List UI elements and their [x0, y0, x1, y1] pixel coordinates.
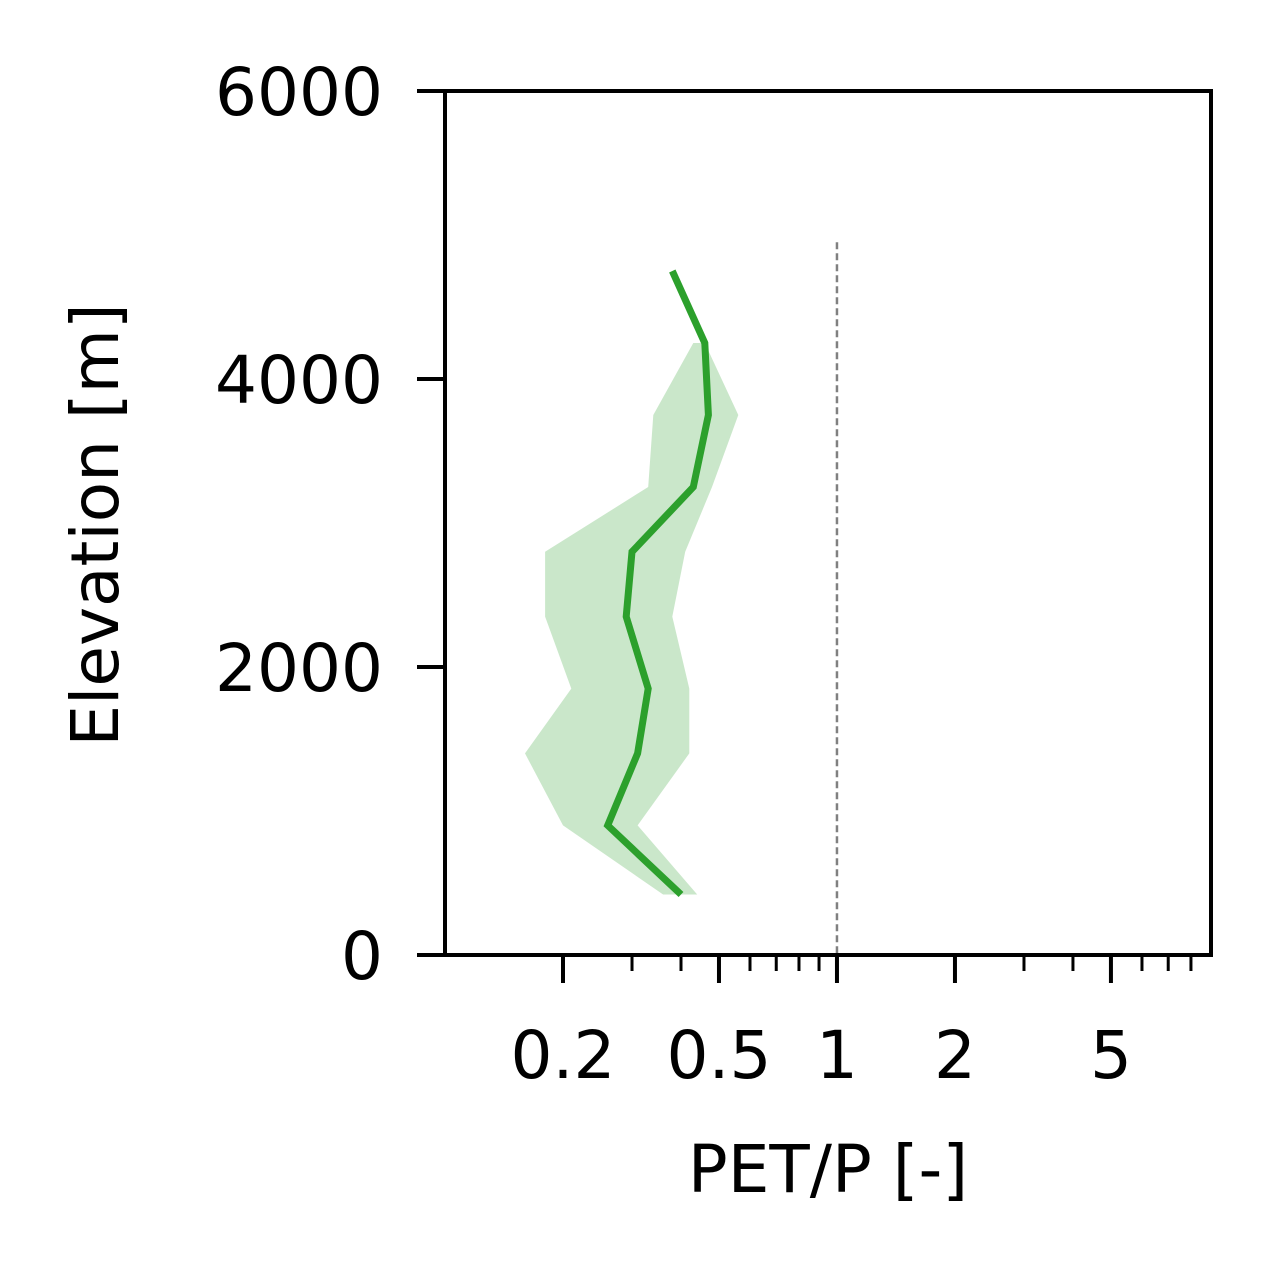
- x-tick-label: 2: [934, 1017, 976, 1094]
- x-axis-label: PET/P [-]: [688, 1131, 968, 1208]
- y-tick-label: 2000: [215, 630, 383, 707]
- y-tick-label: 0: [341, 918, 383, 995]
- x-tick-label: 0.5: [666, 1017, 771, 1094]
- y-tick-label: 4000: [215, 342, 383, 419]
- plot-content: [525, 242, 839, 955]
- x-tick-label: 5: [1090, 1017, 1132, 1094]
- y-axis-label: Elevation [m]: [57, 303, 134, 746]
- axes: 0 2000 4000 6000 0.2 0.5 1 2 5: [215, 54, 1213, 1094]
- y-tick-label: 6000: [215, 54, 383, 131]
- axes-frame: [443, 89, 1213, 957]
- series-line-0: [603, 269, 712, 898]
- uncertainty-band-0: [525, 343, 739, 895]
- x-tick-label: 0.2: [511, 1017, 616, 1094]
- x-tick-label: 1: [816, 1017, 858, 1094]
